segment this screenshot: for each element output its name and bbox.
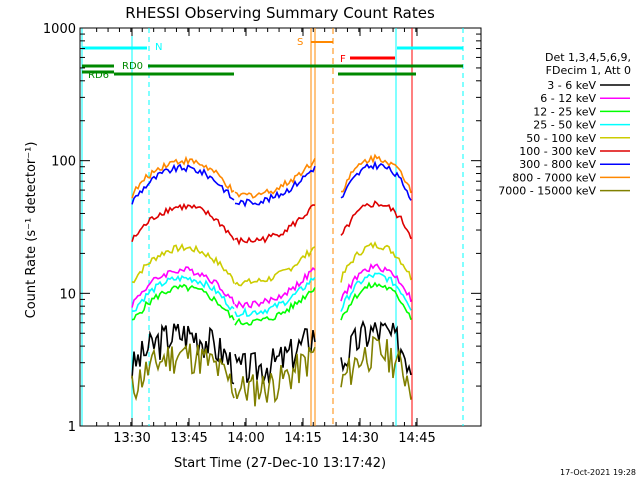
annotation-label-s: S [297, 37, 303, 48]
legend-entry-label: 100 - 300 keV [519, 145, 596, 158]
series-layer [132, 155, 412, 426]
x-tick-label: 14:30 [341, 431, 378, 446]
x-tick-label: 14:00 [227, 431, 264, 446]
y-tick-label: 100 [51, 155, 76, 170]
x-tick-label: 13:45 [170, 431, 207, 446]
legend-entry-label: 7000 - 15000 keV [498, 185, 596, 198]
annotation-label-n: N [155, 42, 162, 53]
legend-entry-label: 300 - 800 keV [519, 158, 596, 171]
chart-title: RHESSI Observing Summary Count Rates [125, 4, 435, 22]
legend-entry-label: 50 - 100 keV [526, 132, 596, 145]
y-tick-label: 1 [68, 420, 76, 435]
series-line-1 [132, 264, 412, 426]
legend-header: Det 1,3,4,5,6,9, [545, 51, 631, 64]
annotation-label-f: F [340, 54, 346, 65]
legend-entry-label: 800 - 7000 keV [512, 171, 596, 184]
legend-entry-label: 25 - 50 keV [533, 119, 596, 132]
legend-entry-label: 12 - 25 keV [533, 105, 596, 118]
series-line-3 [132, 273, 412, 426]
x-tick-label: 14:15 [284, 431, 321, 446]
legend: Det 1,3,4,5,6,9,FDecim 1, Att 0 3 - 6 keV… [498, 51, 631, 198]
x-axis-label: Start Time (27-Dec-10 13:17:42) [174, 456, 386, 471]
series-line-5 [132, 202, 412, 427]
legend-entry-label: 3 - 6 keV [547, 79, 596, 92]
annotation-label-rd6: RD6 [88, 70, 109, 81]
y-tick-label: 1000 [43, 22, 76, 37]
x-tick-label: 14:45 [398, 431, 435, 446]
y-tick-label: 10 [59, 287, 76, 302]
x-tick-label: 13:30 [113, 431, 150, 446]
y-axis-label: Count Rate (s⁻¹ detector⁻¹) [24, 142, 39, 319]
axes-layer: 13:30 13:45 14:00 14:15 14:30 14:45 1 10 100 1000 [43, 22, 481, 446]
annotation-label-rd0: RD0 [122, 61, 143, 72]
legend-entry-label: 6 - 12 keV [540, 92, 596, 105]
annotations-layer: N RD0 RD6 S F [81, 28, 464, 426]
plot-frame [79, 27, 482, 427]
series-line-6 [132, 163, 412, 426]
timestamp: 17-Oct-2021 19:28 [560, 468, 636, 477]
legend-header: FDecim 1, Att 0 [546, 64, 631, 77]
